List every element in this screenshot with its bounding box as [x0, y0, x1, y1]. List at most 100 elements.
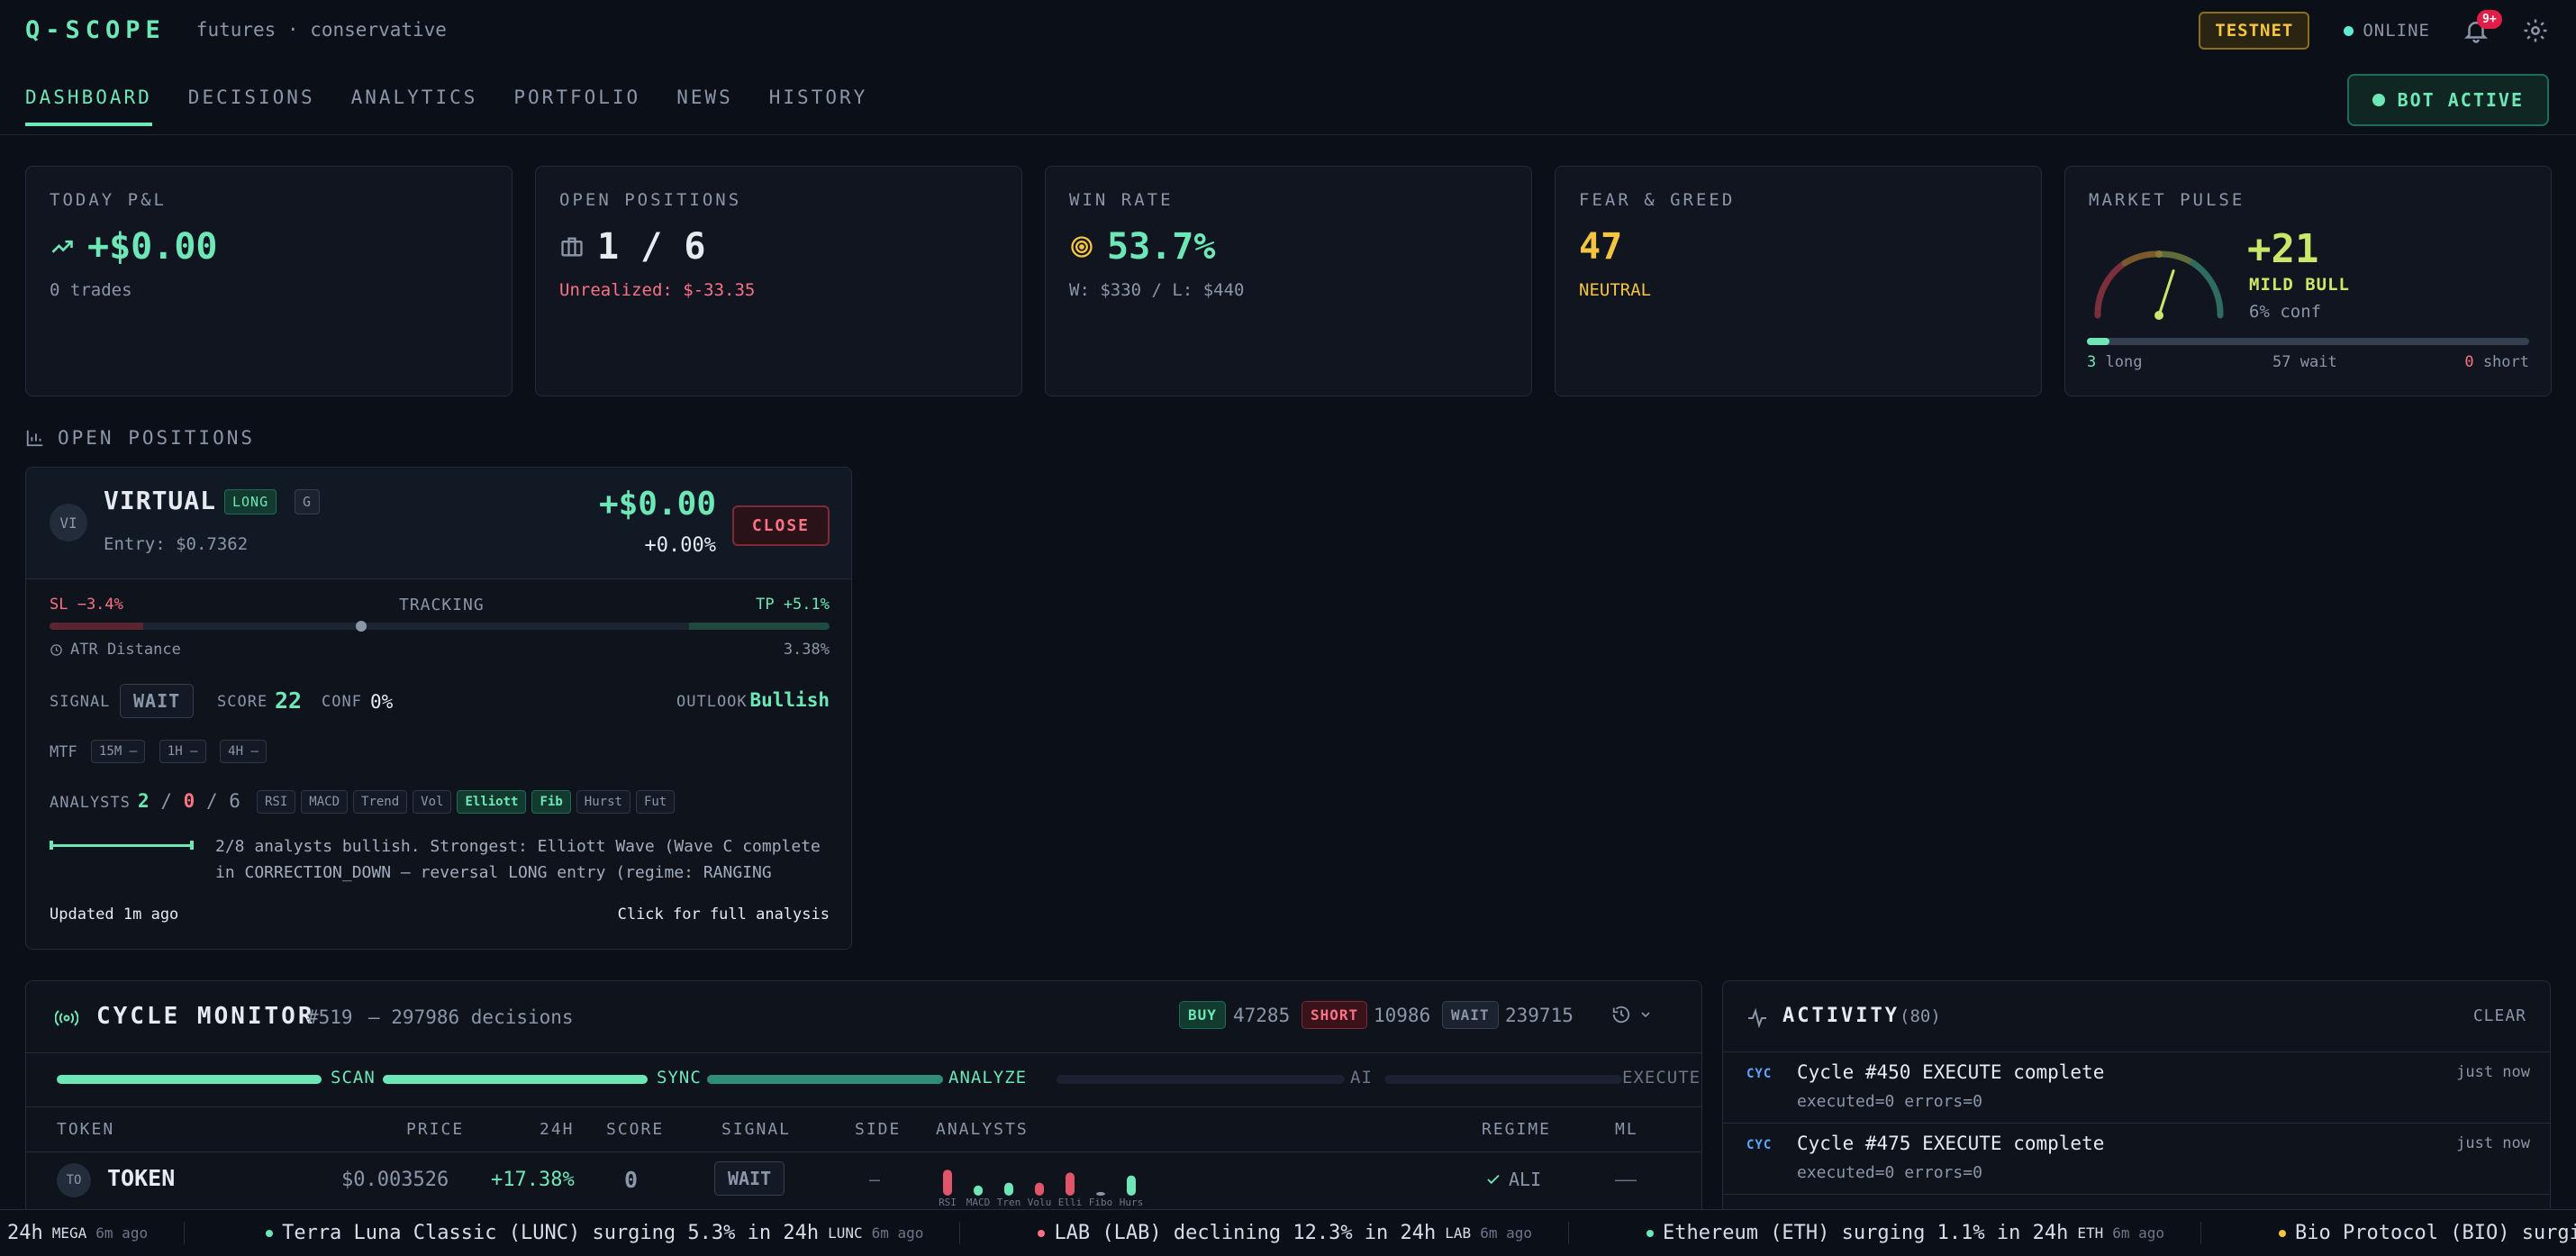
buy-count: 47285: [1233, 1005, 1291, 1026]
price-marker: [356, 621, 367, 632]
column-price[interactable]: PRICE: [406, 1120, 465, 1139]
token-avatar: VI: [50, 504, 87, 542]
cycle-decisions: — 297986 decisions: [368, 1006, 574, 1028]
card-label: OPEN POSITIONS: [559, 190, 742, 210]
history-icon: [1612, 1006, 1630, 1024]
stop-loss-label: SL −3.4%: [50, 596, 123, 614]
tracking-label: TRACKING: [399, 596, 485, 614]
card-label: FEAR & GREED: [1579, 190, 1736, 210]
analyst-bar-fibo: [1096, 1192, 1105, 1196]
cycle-monitor-title: CYCLE MONITOR: [96, 1003, 315, 1030]
column-ml[interactable]: ML: [1615, 1120, 1638, 1139]
score-value: 22: [275, 687, 303, 714]
ticker-age: 6m ago: [1480, 1224, 1532, 1242]
market-pulse-card: MARKET PULSE +21 MILD BULL 6% conf 3 lon…: [2064, 166, 2552, 396]
atr-distance: ATR Distance: [50, 641, 181, 659]
take-profit-label: TP +5.1%: [756, 596, 830, 614]
pulse-score: +21: [2247, 226, 2319, 272]
table-row[interactable]: TO TOKEN $0.003526 +17.38% 0 WAIT — RSI M…: [26, 1152, 1701, 1206]
activity-item-detail: executed=0 errors=0: [1797, 1163, 1982, 1182]
activity-item[interactable]: CYC Cycle #450 EXECUTE complete executed…: [1723, 1051, 2550, 1124]
main-nav: DASHBOARD DECISIONS ANALYTICS PORTFOLIO …: [0, 72, 2576, 135]
ticker-item[interactable]: Terra Luna Classic (LUNC) surging 5.3% i…: [185, 1222, 961, 1244]
connection-status-label: ONLINE: [2363, 21, 2430, 41]
analyst-bar-macd: [974, 1185, 983, 1196]
bar-chart-icon: [26, 430, 43, 447]
activity-item-time: just now: [2456, 1134, 2530, 1152]
tab-news[interactable]: NEWS: [676, 86, 733, 108]
analyst-bar-rsi: [943, 1170, 952, 1196]
analyst-chip-hurst: Hurst: [576, 790, 630, 814]
analysts-label: ANALYSTS: [50, 794, 131, 812]
summary-line: 2/8 analysts bullish. Strongest: Elliott…: [215, 837, 821, 856]
notifications-button[interactable]: 9+: [2463, 10, 2502, 44]
analysts-bull-count: 2: [138, 790, 150, 812]
fear-greed-sentiment: NEUTRAL: [1579, 280, 1652, 300]
tab-portfolio[interactable]: PORTFOLIO: [513, 86, 641, 108]
history-dropdown[interactable]: [1611, 1005, 1653, 1024]
close-position-button[interactable]: CLOSE: [731, 505, 830, 546]
bot-status-button[interactable]: BOT ACTIVE: [2346, 74, 2549, 126]
ticker-item[interactable]: 24h MEGA 6m ago: [0, 1222, 186, 1244]
row-score: 0: [624, 1167, 639, 1193]
full-analysis-link[interactable]: Click for full analysis: [617, 906, 830, 924]
activity-tag: CYC: [1746, 1067, 1773, 1081]
stage-scan: SCAN: [331, 1068, 376, 1088]
analyst-chips: RSI MACD Trend Vol Elliott Fib Hurst Fut: [257, 790, 680, 814]
app-logo[interactable]: Q-SCOPE: [25, 15, 166, 44]
outlook-label: OUTLOOK: [676, 693, 748, 711]
chevron-down-icon: [1641, 1012, 1650, 1018]
wait-count: 239715: [1505, 1005, 1574, 1026]
analyst-chip-trend: Trend: [353, 790, 408, 814]
row-token: TOKEN: [107, 1165, 176, 1191]
network-badge: TESTNET: [2199, 12, 2310, 50]
atr-value: 3.38%: [783, 641, 830, 659]
row-signal: WAIT: [714, 1161, 785, 1196]
fear-greed-card: FEAR & GREED 47 NEUTRAL: [1555, 166, 2042, 396]
column-token[interactable]: TOKEN: [57, 1120, 115, 1139]
atr-label: ATR Distance: [70, 641, 181, 659]
tab-dashboard[interactable]: DASHBOARD: [25, 86, 152, 126]
column-regime[interactable]: REGIME: [1482, 1120, 1552, 1139]
clear-activity-button[interactable]: CLEAR: [2472, 1006, 2526, 1025]
tab-analytics[interactable]: ANALYTICS: [350, 86, 478, 108]
column-24h[interactable]: 24H: [540, 1120, 575, 1139]
activity-item-title: Cycle #475 EXECUTE complete: [1797, 1133, 2105, 1154]
ticker-symbol: MEGA: [51, 1224, 87, 1242]
ticker-item[interactable]: Bio Protocol (BIO) surging 5.1% in 24h: [2201, 1222, 2576, 1244]
stage-ai: AI: [1350, 1068, 1373, 1088]
column-score[interactable]: SCORE: [606, 1120, 665, 1139]
activity-item[interactable]: CYC Cycle #475 EXECUTE complete executed…: [1723, 1123, 2550, 1195]
ticker-dot-icon: [1646, 1229, 1654, 1237]
short-count: 10986: [1374, 1005, 1431, 1026]
win-rate-value: 53.7%: [1107, 226, 1216, 268]
ticker-text: LAB (LAB) declining 12.3% in 24h: [1054, 1222, 1437, 1244]
pnl-value: +$0.00: [87, 226, 218, 268]
ticker-age: 6m ago: [871, 1224, 924, 1242]
row-change: +17.38%: [491, 1169, 575, 1191]
ticker-item[interactable]: LAB (LAB) declining 12.3% in 24h LAB 6m …: [960, 1222, 1569, 1244]
wait-label: wait: [2299, 353, 2337, 371]
analysis-summary: 2/8 analysts bullish. Strongest: Elliott…: [215, 833, 821, 886]
column-signal[interactable]: SIGNAL: [721, 1120, 792, 1139]
unrealized-pnl: Unrealized: $-33.35: [559, 280, 756, 300]
settings-button[interactable]: [2522, 17, 2549, 44]
ticker-text: 24h: [7, 1222, 43, 1244]
tab-history[interactable]: HISTORY: [768, 86, 868, 108]
outlook-value: Bullish: [749, 689, 830, 711]
updated-time: Updated 1m ago: [50, 906, 179, 924]
tab-decisions[interactable]: DECISIONS: [187, 86, 315, 108]
buy-pill: BUY: [1179, 1001, 1226, 1029]
column-analysts[interactable]: ANALYSTS: [936, 1120, 1029, 1139]
today-pnl-card: TODAY P&L +$0.00 0 trades: [25, 166, 512, 396]
analyst-bar-hurs: [1127, 1175, 1136, 1196]
open-positions-heading: OPEN POSITIONS: [25, 427, 255, 449]
analysts-tally: 2 / 0 / 6: [138, 790, 240, 812]
wait-pill: WAIT: [1442, 1001, 1499, 1029]
position-card[interactable]: VI VIRTUAL LONG G Entry: $0.7362 +$0.00 …: [25, 467, 852, 950]
column-side[interactable]: SIDE: [855, 1120, 902, 1139]
briefcase-icon: [561, 237, 583, 257]
ticker-item[interactable]: Ethereum (ETH) surging 1.1% in 24h ETH 6…: [1569, 1222, 2202, 1244]
grade-badge: G: [295, 489, 321, 514]
ticker-symbol: ETH: [2077, 1224, 2104, 1242]
